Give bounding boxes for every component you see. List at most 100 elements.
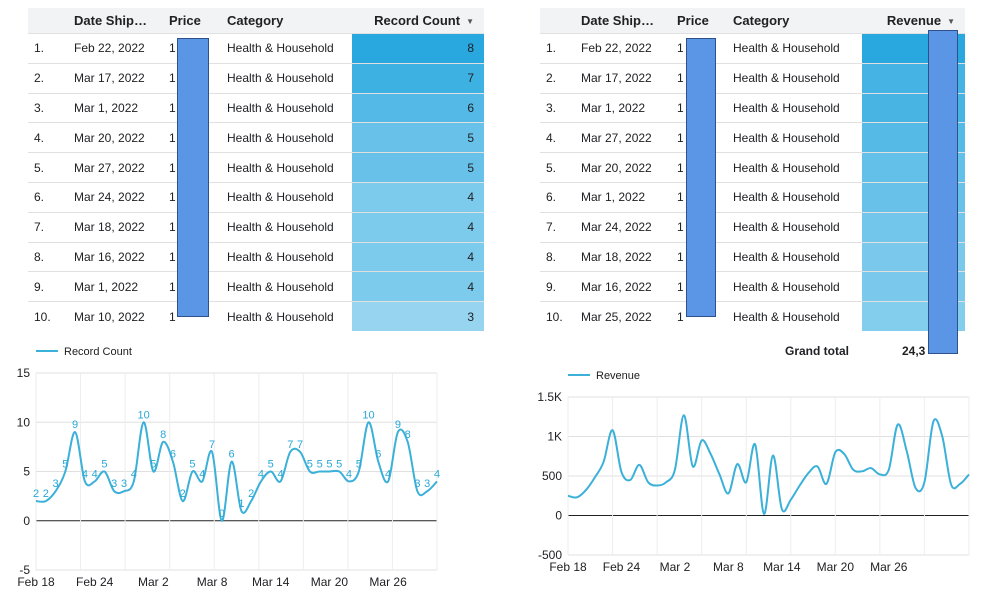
category-cell: Health & Household — [727, 33, 862, 64]
table-row[interactable]: 5. Mar 27, 2022 1 Health & Household 5 — [28, 152, 484, 183]
data-label: 4 — [131, 468, 137, 480]
grand-total-row: Grand total 24,3 — [540, 331, 965, 371]
x-tick-label: Feb 18 — [549, 560, 587, 574]
date-shipped-cell: Feb 22, 2022 — [575, 33, 671, 64]
value-cell: 3 — [352, 301, 484, 331]
data-label: 8 — [160, 429, 166, 441]
data-label: 5 — [326, 459, 332, 471]
date-shipped-cell: Mar 1, 2022 — [68, 92, 163, 123]
x-tick-label: Mar 20 — [311, 575, 349, 589]
row-index: 2. — [540, 62, 575, 94]
data-label: 6 — [170, 449, 176, 461]
x-tick-label: Mar 14 — [763, 560, 801, 574]
data-label: 2 — [33, 488, 39, 500]
category-cell: Health & Household — [727, 181, 862, 213]
y-tick-label: 10 — [17, 415, 31, 429]
row-index: 9. — [540, 271, 575, 302]
table-row[interactable]: 7. Mar 18, 2022 1 Health & Household 4 — [28, 211, 484, 243]
column-header-date-shipped[interactable]: Date Ship… — [68, 8, 163, 34]
date-shipped-cell: Mar 20, 2022 — [575, 152, 671, 183]
y-tick-label: -5 — [19, 563, 30, 577]
table-row[interactable]: 1. Feb 22, 2022 1 Health & Household 8 — [28, 33, 484, 64]
row-index: 5. — [540, 152, 575, 183]
table-row[interactable]: 10. Mar 10, 2022 1 Health & Household 3 — [28, 301, 484, 331]
data-label: 10 — [137, 409, 149, 421]
category-cell: Health & Household — [727, 211, 862, 243]
grand-total-label: Grand total — [785, 343, 850, 358]
column-header-date-shipped[interactable]: Date Ship… — [575, 8, 671, 34]
sort-descending-icon[interactable]: ▼ — [466, 17, 474, 27]
data-label: 7 — [209, 439, 215, 451]
x-tick-label: Feb 24 — [76, 575, 114, 589]
category-cell: Health & Household — [727, 92, 862, 123]
column-header-record-count[interactable]: Record Count ▼ — [352, 8, 484, 34]
row-index: 6. — [28, 181, 68, 213]
x-tick-label: Mar 26 — [369, 575, 407, 589]
category-cell: Health & Household — [221, 211, 352, 243]
data-label: 8 — [405, 429, 411, 441]
data-label: 7 — [287, 439, 293, 451]
column-header-revenue[interactable]: Revenue ▼ — [862, 8, 965, 34]
data-label: 1 — [238, 498, 244, 510]
row-index: 10. — [540, 301, 575, 331]
value-cell: 4 — [352, 271, 484, 302]
date-shipped-cell: Mar 17, 2022 — [575, 62, 671, 94]
y-tick-label: 500 — [542, 469, 562, 483]
column-header-category[interactable]: Category — [727, 8, 862, 34]
y-tick-label: 15 — [17, 366, 31, 380]
value-cell: 8 — [352, 33, 484, 64]
category-cell: Health & Household — [727, 271, 862, 302]
sort-descending-icon[interactable]: ▼ — [947, 17, 955, 27]
column-header-index — [540, 8, 575, 34]
row-index: 1. — [540, 33, 575, 64]
column-header-price[interactable]: Price — [163, 8, 221, 34]
x-tick-label: Mar 14 — [252, 575, 290, 589]
table-row[interactable]: 4. Mar 20, 2022 1 Health & Household 5 — [28, 122, 484, 153]
value-cell: 4 — [352, 181, 484, 213]
data-label: 4 — [92, 468, 98, 480]
data-label: 4 — [434, 468, 440, 480]
category-cell: Health & Household — [727, 122, 862, 153]
table-row[interactable]: 8. Mar 16, 2022 1 Health & Household 4 — [28, 241, 484, 272]
x-tick-label: Mar 8 — [713, 560, 744, 574]
table-row[interactable]: 6. Mar 24, 2022 1 Health & Household 4 — [28, 181, 484, 213]
column-header-price[interactable]: Price — [671, 8, 727, 34]
date-shipped-cell: Mar 1, 2022 — [575, 181, 671, 213]
grand-total-value: 24,3 — [902, 343, 926, 358]
value-cell: 7 — [352, 62, 484, 94]
x-tick-label: Mar 2 — [660, 560, 691, 574]
data-label: 6 — [375, 449, 381, 461]
date-shipped-cell: Feb 22, 2022 — [68, 33, 163, 64]
row-index: 8. — [540, 241, 575, 272]
data-label: 9 — [395, 419, 401, 431]
row-index: 4. — [540, 122, 575, 153]
value-cell: 4 — [352, 211, 484, 243]
redaction-block-price — [686, 38, 716, 317]
category-cell: Health & Household — [221, 33, 352, 64]
x-tick-label: Mar 2 — [138, 575, 169, 589]
y-tick-label: 1.5K — [537, 390, 562, 404]
date-shipped-cell: Mar 27, 2022 — [575, 122, 671, 153]
y-tick-label: 1K — [547, 430, 562, 444]
data-label: 3 — [424, 478, 430, 490]
category-cell: Health & Household — [221, 301, 352, 331]
category-cell: Health & Household — [221, 181, 352, 213]
category-cell: Health & Household — [727, 152, 862, 183]
data-label: 5 — [356, 459, 362, 471]
row-index: 4. — [28, 122, 68, 153]
data-label: 4 — [199, 468, 205, 480]
y-tick-label: -500 — [538, 548, 562, 562]
date-shipped-cell: Mar 18, 2022 — [68, 211, 163, 243]
x-tick-label: Feb 24 — [603, 560, 641, 574]
date-shipped-cell: Mar 1, 2022 — [575, 92, 671, 123]
column-header-category[interactable]: Category — [221, 8, 352, 34]
y-tick-label: 0 — [23, 514, 30, 528]
row-index: 7. — [540, 211, 575, 243]
row-index: 9. — [28, 271, 68, 302]
table-row[interactable]: 3. Mar 1, 2022 1 Health & Household 6 — [28, 92, 484, 123]
data-label: 3 — [52, 478, 58, 490]
